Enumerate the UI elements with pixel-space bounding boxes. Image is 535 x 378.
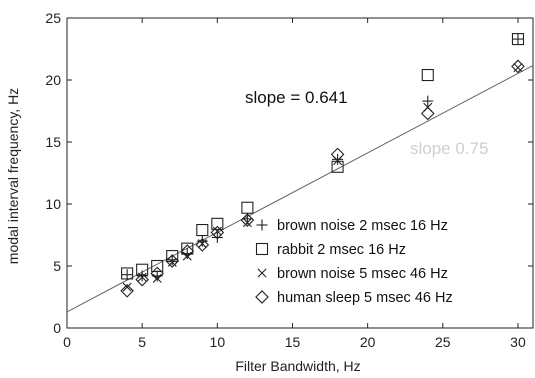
point-diamond: [420, 106, 435, 121]
y-tick-label: 15: [45, 134, 61, 150]
x-tick-label: 0: [63, 334, 71, 350]
point-x: [137, 272, 147, 282]
point-diamond: [511, 59, 525, 74]
point-diamond: [120, 283, 134, 298]
legend-entry: human sleep 5 msec 46 Hz: [277, 290, 453, 306]
x-tick-label: 25: [435, 334, 451, 350]
point-x: [182, 251, 192, 261]
point-plus: [166, 254, 178, 266]
point-plus: [332, 153, 344, 165]
point-square: [196, 223, 209, 237]
legend-marker-square: [255, 242, 269, 256]
point-square: [211, 217, 224, 230]
point-x: [242, 218, 252, 228]
point-x: [152, 273, 162, 283]
legend-marker-plus: [256, 219, 268, 231]
point-square: [151, 259, 164, 273]
point-plus: [136, 270, 148, 282]
point-diamond: [330, 147, 345, 162]
point-plus: [211, 231, 223, 243]
point-plus: [422, 95, 434, 107]
point-diamond: [180, 244, 195, 258]
point-diamond: [150, 266, 165, 281]
point-plus: [121, 269, 133, 281]
point-diamond: [240, 213, 255, 227]
legend-marker-diamond: [255, 290, 269, 304]
x-tick-label: 10: [210, 334, 226, 350]
point-diamond: [135, 272, 149, 287]
x-tick-label: 20: [360, 334, 376, 350]
point-diamond: [210, 225, 225, 240]
point-square: [181, 242, 194, 255]
slope-annotation: slope = 0.641: [245, 88, 348, 107]
legend-entry: brown noise 5 msec 46 Hz: [277, 266, 448, 282]
y-tick-label: 25: [45, 10, 61, 26]
point-x: [122, 282, 132, 292]
x-axis-label: Filter Bandwidth, Hz: [235, 358, 360, 374]
fit-line: [66, 65, 534, 313]
point-plus: [196, 235, 208, 247]
point-square: [421, 68, 434, 82]
legend-entry: rabbit 2 msec 16 Hz: [277, 242, 406, 258]
point-square: [121, 267, 134, 280]
point-x: [513, 63, 523, 73]
point-square: [511, 33, 525, 46]
point-square: [241, 201, 254, 214]
x-tick-label: 5: [138, 334, 146, 350]
legend-entry: brown noise 2 msec 16 Hz: [277, 218, 448, 234]
point-plus: [512, 33, 524, 45]
y-tick-label: 5: [53, 258, 61, 274]
x-tick-label: 30: [510, 334, 526, 350]
y-tick-label: 20: [45, 72, 61, 88]
y-axis-label: modal interval frequency, Hz: [5, 88, 21, 264]
plot-frame: [66, 17, 534, 329]
slope-annotation-faint: slope 0.75: [410, 139, 488, 158]
point-diamond: [165, 254, 180, 268]
point-square: [136, 263, 149, 276]
legend-marker-x: [257, 268, 267, 278]
point-diamond: [195, 238, 210, 252]
y-tick-label: 10: [45, 196, 61, 212]
x-tick-label: 15: [285, 334, 301, 350]
y-tick-label: 0: [53, 320, 61, 336]
